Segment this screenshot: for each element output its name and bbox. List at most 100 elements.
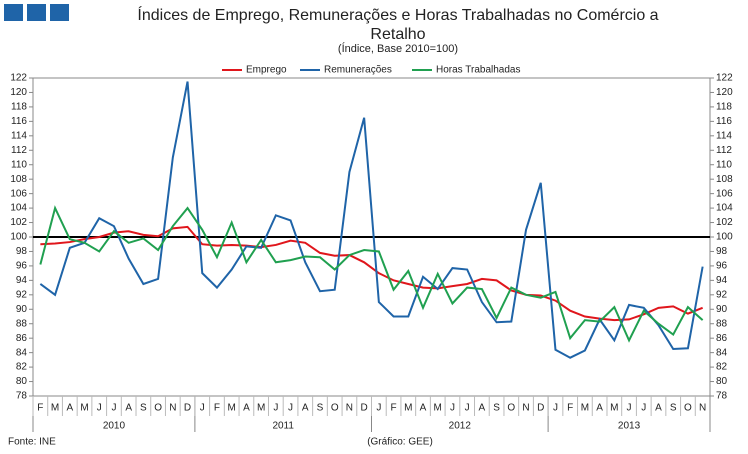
legend-label: Remunerações [324,65,392,76]
legend-label: Emprego [246,65,287,76]
x-tick-label: M [610,403,618,414]
y2-tick-label: 108 [716,174,733,185]
y2-tick-label: 104 [716,203,733,214]
x-tick-label: S [140,403,147,414]
series-line [40,225,704,322]
year-label: 2013 [618,421,641,432]
y-tick-label: 94 [16,275,28,286]
x-tick-label: J [465,403,470,414]
y-tick-label: 110 [11,159,27,170]
x-tick-label: A [596,403,603,414]
x-tick-label: J [627,403,632,414]
x-tick-label: J [288,403,293,414]
x-tick-label: F [214,403,220,414]
y-tick-label: 86 [16,333,28,344]
y-tick-label: 114 [11,130,27,141]
y2-tick-label: 114 [716,130,732,141]
y-tick-label: 82 [16,362,28,373]
year-label: 2011 [272,421,294,432]
series-line [39,205,704,343]
logo-block [4,4,23,21]
x-tick-label: F [391,403,397,414]
year-label: 2010 [103,421,126,432]
y-tick-label: 118 [11,102,27,113]
x-tick-label: J [553,403,558,414]
y2-tick-label: 78 [716,391,728,402]
y-tick-label: 122 [10,73,27,84]
y-tick-label: 102 [10,217,27,228]
y2-tick-label: 98 [716,246,728,257]
x-tick-label: M [404,403,412,414]
x-tick-label: D [537,403,544,414]
y2-tick-label: 96 [716,261,728,272]
y-tick-label: 96 [16,261,28,272]
x-tick-label: S [493,403,500,414]
x-tick-label: N [346,403,353,414]
x-tick-label: J [97,403,102,414]
y2-tick-label: 110 [716,159,732,170]
y-tick-label: 80 [16,376,28,387]
legend-label: Horas Trabalhadas [436,65,521,76]
y2-tick-label: 116 [716,116,732,127]
y-tick-label: 104 [10,203,27,214]
y-tick-label: 120 [10,87,27,98]
y2-tick-label: 90 [716,304,728,315]
x-tick-label: M [257,403,265,414]
y-tick-label: 90 [16,304,28,315]
credit: (Gráfico: GEE) [367,437,433,448]
y-tick-label: 112 [11,145,27,156]
x-tick-label: J [376,403,381,414]
x-tick-label: M [581,403,589,414]
y-tick-label: 100 [10,232,27,243]
y2-tick-label: 100 [716,232,733,243]
y2-tick-label: 92 [716,289,728,300]
x-tick-label: A [420,403,427,414]
x-tick-label: O [507,403,515,414]
chart-title: Índices de Emprego, Remunerações e Horas… [137,7,659,43]
x-tick-label: O [154,403,162,414]
x-tick-label: J [273,403,278,414]
x-tick-label: F [567,403,573,414]
y-tick-label: 88 [16,318,28,329]
x-tick-label: N [169,403,176,414]
x-tick-label: A [655,403,662,414]
y-tick-label: 84 [16,347,28,358]
x-tick-label: M [80,403,88,414]
y2-tick-label: 82 [716,362,728,373]
x-tick-label: A [243,403,250,414]
chart-subtitle: (Índice, Base 2010=100) [337,43,459,55]
y2-tick-label: 122 [716,73,733,84]
x-tick-label: J [200,403,205,414]
x-tick-label: F [37,403,43,414]
series-line [39,81,704,359]
y2-tick-label: 88 [716,318,728,329]
y2-tick-label: 86 [716,333,728,344]
logo-block [27,4,46,21]
x-tick-label: J [641,403,646,414]
y-tick-label: 78 [16,391,28,402]
y2-tick-label: 120 [716,87,733,98]
x-tick-label: A [66,403,73,414]
x-tick-label: J [450,403,455,414]
x-tick-label: M [228,403,236,414]
x-tick-label: D [361,403,368,414]
x-tick-label: M [434,403,442,414]
y2-tick-label: 80 [716,376,728,387]
y2-tick-label: 102 [716,217,733,228]
x-tick-label: D [184,403,191,414]
y2-tick-label: 94 [716,275,728,286]
x-tick-label: S [670,403,677,414]
y-tick-label: 116 [11,116,27,127]
x-tick-label: A [302,403,309,414]
y2-tick-label: 112 [716,145,732,156]
y-tick-label: 106 [10,188,27,199]
x-tick-label: A [125,403,132,414]
x-tick-label: O [684,403,692,414]
y2-tick-label: 118 [716,102,732,113]
x-tick-label: N [699,403,706,414]
x-tick-label: O [331,403,339,414]
y-tick-label: 92 [16,289,28,300]
y2-tick-label: 106 [716,188,733,199]
